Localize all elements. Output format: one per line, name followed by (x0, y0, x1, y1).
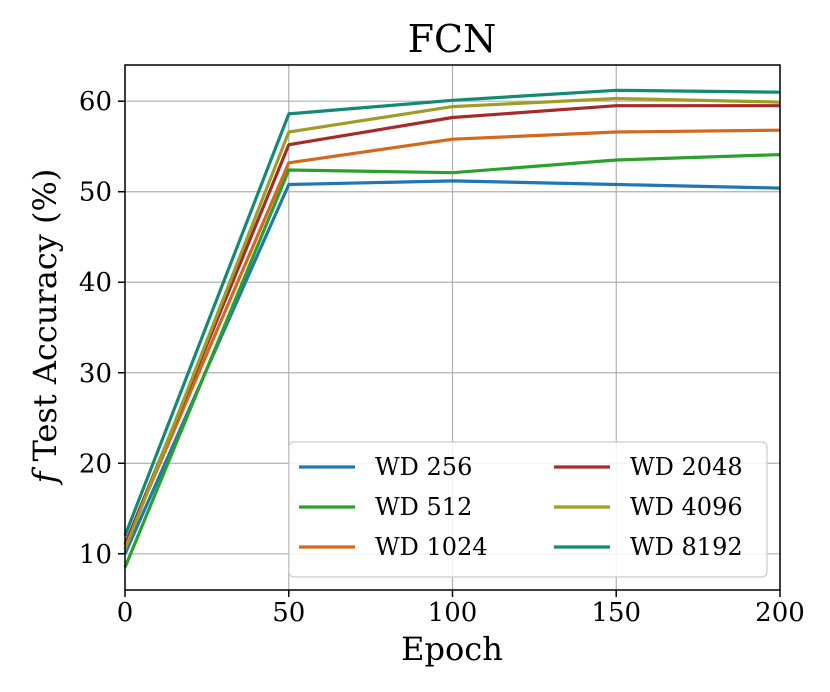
legend-box (288, 441, 768, 578)
legend-label: WD 512 (375, 493, 472, 521)
legend-label: WD 256 (375, 453, 472, 481)
chart-title: FCN (408, 17, 497, 61)
series-line (123, 179, 781, 555)
x-tick-label: 100 (428, 598, 478, 628)
x-tick-label: 50 (272, 598, 305, 628)
y-axis-ticks: 10 20 30 40 50 60 (79, 87, 125, 570)
series-line (123, 128, 781, 546)
series-line (123, 104, 780, 546)
legend-label: WD 8192 (630, 533, 743, 561)
y-tick-label: 10 (79, 540, 112, 570)
x-tick-label: 150 (591, 598, 641, 628)
legend-label: WD 4096 (630, 493, 743, 521)
x-axis-label: Epoch (401, 630, 503, 668)
series-line (123, 153, 781, 569)
series-line (123, 88, 781, 537)
y-axis-label-text: Test Accuracy (%) (26, 169, 64, 472)
legend: WD 256 WD 512 WD 1024 WD 2048 WD 4096 WD 8192 (288, 441, 768, 578)
legend-label: WD 1024 (375, 533, 488, 561)
y-tick-label: 40 (79, 268, 112, 298)
y-tick-label: 60 (79, 87, 112, 117)
x-axis-ticks: 0 50 100 150 200 (117, 590, 805, 628)
y-axis-label: f Test Accuracy (%) (26, 169, 64, 486)
x-tick-label: 200 (755, 598, 805, 628)
series-lines (123, 88, 781, 569)
y-tick-label: 50 (79, 178, 112, 208)
x-tick-label: 0 (117, 598, 134, 628)
y-tick-label: 30 (79, 359, 112, 389)
y-tick-label: 20 (79, 449, 112, 479)
series-line (123, 96, 781, 550)
legend-label: WD 2048 (630, 453, 743, 481)
